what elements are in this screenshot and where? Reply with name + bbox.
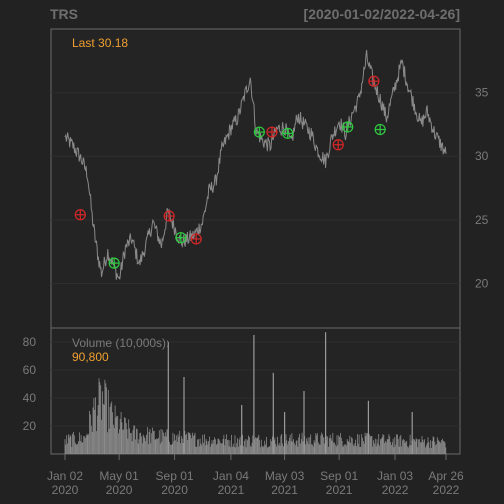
sell-signal-marker [368, 75, 380, 87]
x-tick-year-label: 2020 [106, 483, 133, 497]
price-tick-label: 25 [475, 213, 489, 227]
x-tick-year-label: 2020 [52, 483, 79, 497]
price-y-axis: 20 25 30 35 [475, 86, 489, 291]
buy-signal-marker [108, 257, 120, 269]
x-tick-year-label: 2020 [161, 483, 188, 497]
price-tick-label: 35 [475, 86, 489, 100]
sell-signal-marker [190, 233, 202, 245]
price-tick-label: 30 [475, 149, 489, 163]
x-tick-year-label: 2021 [271, 483, 298, 497]
x-tick-year-label: 2021 [326, 483, 353, 497]
buy-signal-marker [342, 121, 354, 133]
buy-signal-marker [175, 232, 187, 244]
x-tick-label: Jan 03 [377, 469, 413, 483]
price-tick-label: 20 [475, 276, 489, 290]
volume-tick-label: 60 [23, 363, 37, 377]
buy-signal-marker [282, 127, 294, 139]
buy-signal-marker [253, 126, 265, 138]
volume-label: Volume (10,000s): [72, 336, 169, 350]
x-tick-year-label: 2021 [218, 483, 245, 497]
ticker-title: TRS [50, 6, 78, 22]
x-tick-label: Sep 01 [156, 469, 194, 483]
sell-signal-marker [332, 139, 344, 151]
volume-tick-label: 80 [23, 335, 37, 349]
x-tick-label: Sep 01 [320, 469, 358, 483]
buy-signal-marker [374, 123, 386, 136]
signal-markers [74, 75, 386, 269]
x-tick-label: Jan 02 [47, 469, 83, 483]
x-tick-label: Jan 04 [213, 469, 249, 483]
x-tick-year-label: 2022 [382, 483, 409, 497]
sell-signal-marker [163, 210, 175, 222]
last-price-label: Last 30.18 [72, 36, 128, 50]
x-tick-label: May 03 [265, 469, 305, 483]
volume-tick-label: 40 [23, 391, 37, 405]
price-panel: 20 25 30 35 Last 30.18 [50, 28, 489, 329]
x-tick-label: May 01 [99, 469, 139, 483]
volume-bars [64, 332, 447, 454]
volume-tick-label: 20 [23, 419, 37, 433]
volume-panel: 20 40 60 80 Volume (10,000s): 90,800 [23, 327, 461, 455]
price-series-line [64, 49, 447, 280]
sell-signal-marker [74, 209, 86, 221]
volume-grid [51, 341, 460, 427]
volume-y-axis: 20 40 60 80 [23, 335, 37, 433]
sell-signal-marker [266, 126, 278, 138]
x-tick-year-label: 2022 [433, 483, 460, 497]
date-range-title: [2020-01-02/2022-04-26] [304, 6, 460, 22]
x-tick-label: Apr 26 [428, 469, 464, 483]
volume-last-value: 90,800 [72, 350, 109, 364]
